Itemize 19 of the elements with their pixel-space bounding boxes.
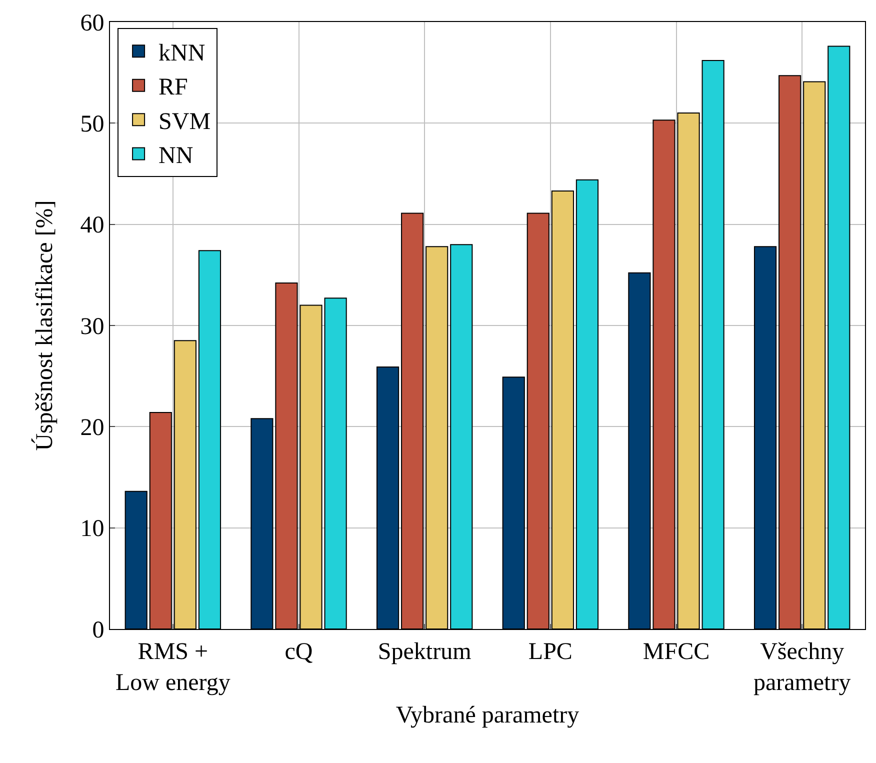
x-axis-title: Vybrané parametry: [396, 702, 580, 728]
x-tick-label: cQ: [284, 638, 313, 665]
x-tick-label: Spektrum: [378, 638, 472, 665]
y-tick-label: 0: [92, 617, 104, 644]
x-tick-label: Všechny parametry: [753, 638, 851, 696]
x-tick-label: MFCC: [642, 638, 710, 665]
legend-label: kNN: [158, 40, 206, 67]
y-tick-label: 40: [80, 212, 104, 239]
legend-label: NN: [158, 143, 194, 170]
legend-label: SVM: [158, 108, 211, 135]
x-tick-label: LPC: [528, 638, 572, 665]
y-tick-label: 50: [80, 112, 104, 138]
x-tick-label: RMS + Low energy: [115, 638, 230, 696]
y-tick-label: 30: [80, 314, 104, 340]
y-tick-label: 20: [80, 415, 104, 442]
y-tick-label: 10: [80, 516, 104, 542]
legend-label: RF: [158, 74, 188, 101]
y-axis-title: Úspěšnost klasifikace [%]: [31, 200, 58, 451]
y-tick-label: 60: [80, 10, 104, 36]
